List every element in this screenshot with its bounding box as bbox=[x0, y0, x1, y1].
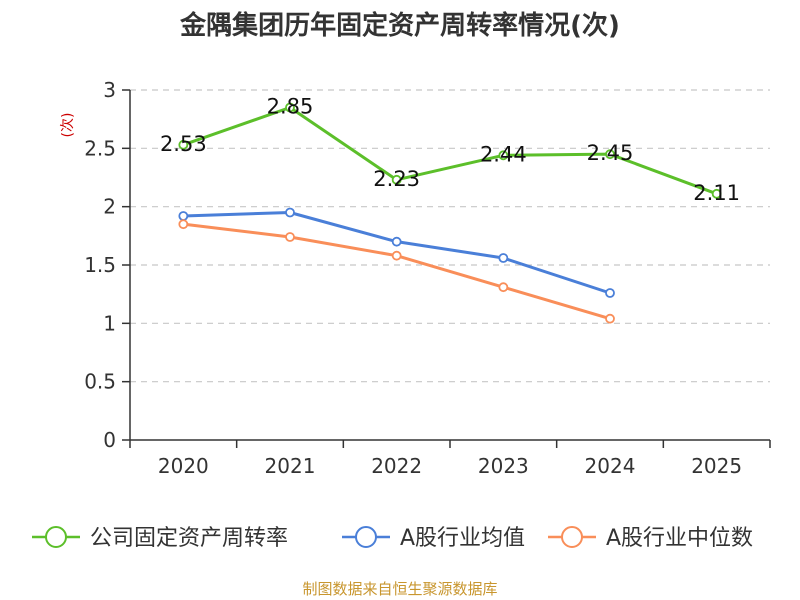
x-tick-label-2022: 2022 bbox=[371, 454, 422, 478]
series-2 bbox=[178, 219, 615, 324]
point-series2-2024[interactable] bbox=[605, 313, 615, 324]
y-tick-label-1: 0.5 bbox=[84, 370, 116, 394]
y-tick-label-6: 3 bbox=[103, 78, 116, 102]
y-tick-label-0: 0 bbox=[103, 428, 116, 452]
legend-marker-1 bbox=[355, 526, 377, 548]
point-series2-2020[interactable] bbox=[178, 219, 189, 230]
gridlines bbox=[130, 89, 770, 383]
point-series0-2025[interactable] bbox=[711, 188, 722, 199]
point-series2-2021[interactable] bbox=[285, 232, 295, 242]
point-series0-2024[interactable] bbox=[605, 149, 615, 160]
point-series1-2023[interactable] bbox=[498, 253, 509, 263]
legend-label-1: A股行业均值 bbox=[400, 526, 525, 551]
data-label-2023: 2.44 bbox=[480, 142, 527, 166]
legend-marker-0 bbox=[45, 526, 67, 548]
series-1 bbox=[178, 207, 615, 298]
series-0 bbox=[178, 102, 722, 199]
point-series0-2023[interactable] bbox=[498, 150, 509, 161]
point-series1-2024[interactable] bbox=[605, 288, 615, 298]
y-tick-label-5: 2.5 bbox=[84, 136, 116, 160]
legend-label-2: A股行业中位数 bbox=[606, 526, 753, 551]
data-label-2022: 2.23 bbox=[373, 167, 420, 191]
data-label-2020: 2.53 bbox=[160, 132, 207, 156]
y-tick-label-3: 1.5 bbox=[84, 253, 116, 277]
point-series2-2023[interactable] bbox=[498, 282, 509, 293]
point-series0-2022[interactable] bbox=[391, 174, 402, 185]
point-series0-2020[interactable] bbox=[178, 139, 189, 150]
legend-label-0: 公司固定资产周转率 bbox=[90, 526, 288, 551]
point-series0-2021[interactable] bbox=[285, 102, 295, 113]
legend-item-0[interactable]: 公司固定资产周转率 bbox=[32, 526, 288, 551]
legend-item-1[interactable]: A股行业均值 bbox=[342, 526, 525, 551]
point-series1-2022[interactable] bbox=[391, 236, 402, 247]
point-series1-2021[interactable] bbox=[285, 207, 295, 218]
legend[interactable]: 公司固定资产周转率 A股行业均值 A股行业中位数 bbox=[32, 526, 753, 551]
y-tick-label-4: 2 bbox=[103, 195, 116, 219]
x-tick-label-2024: 2024 bbox=[585, 454, 636, 478]
data-labels: 2.53 2.85 2.23 2.44 2.45 2.11 bbox=[160, 95, 740, 205]
x-tick-label-2021: 2021 bbox=[265, 454, 316, 478]
plot-area bbox=[178, 102, 722, 324]
y-tick-label-2: 1 bbox=[103, 311, 116, 335]
x-tick-label-2025: 2025 bbox=[691, 454, 742, 478]
source-note: 制图数据来自恒生聚源数据库 bbox=[302, 580, 497, 598]
y-axis-label: (次) bbox=[60, 113, 76, 138]
point-series1-2020[interactable] bbox=[178, 211, 189, 221]
x-tick-label-2023: 2023 bbox=[478, 454, 529, 478]
legend-item-2[interactable]: A股行业中位数 bbox=[548, 526, 753, 551]
data-label-2024: 2.45 bbox=[587, 141, 634, 165]
x-tick-label-2020: 2020 bbox=[158, 454, 209, 478]
data-label-2021: 2.85 bbox=[267, 95, 314, 119]
point-series2-2022[interactable] bbox=[391, 250, 402, 261]
data-label-2025: 2.11 bbox=[693, 181, 740, 205]
chart-title: 金隅集团历年固定资产周转率情况(次) bbox=[179, 10, 620, 41]
legend-marker-2 bbox=[561, 526, 583, 548]
series-line-0 bbox=[182, 106, 718, 196]
